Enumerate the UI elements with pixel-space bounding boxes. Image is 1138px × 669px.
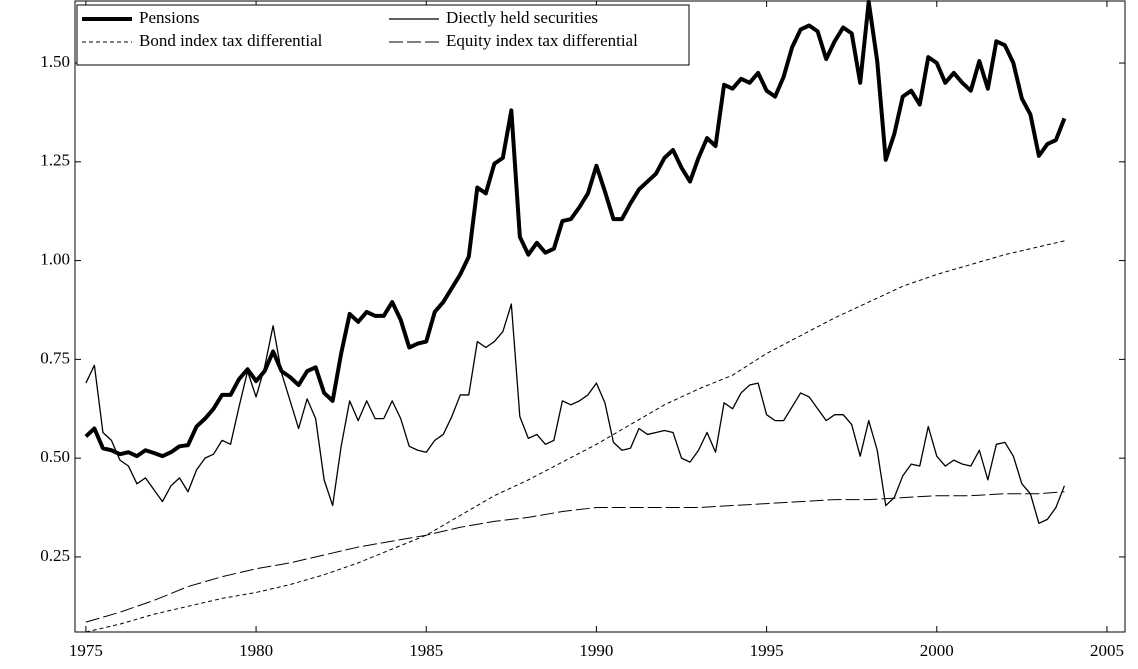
series-line [85,491,1065,623]
legend-label: Equity index tax differential [446,31,638,50]
y-tick-label: 0.75 [40,348,70,367]
y-tick-label: 1.00 [40,249,70,268]
y-tick-label: 0.25 [40,546,70,565]
x-tick-label: 1990 [579,641,613,660]
x-tick-label: 1975 [69,641,103,660]
y-tick-label: 1.25 [40,151,70,170]
y-tick-label: 1.50 [40,52,70,71]
series-line [85,303,1066,524]
x-tick-label: 2000 [920,641,954,660]
legend-box [76,4,690,66]
series-line [85,240,1065,633]
x-tick-label: 2005 [1090,641,1124,660]
series-line [84,0,1067,459]
plot-frame [74,0,1126,633]
x-tick-label: 1995 [750,641,784,660]
legend-label: Diectly held securities [446,8,598,27]
y-tick-label: 0.50 [40,447,70,466]
legend-label: Pensions [139,8,199,27]
x-tick-label: 1980 [239,641,273,660]
legend-label: Bond index tax differential [139,31,323,50]
x-tick-label: 1985 [409,641,443,660]
